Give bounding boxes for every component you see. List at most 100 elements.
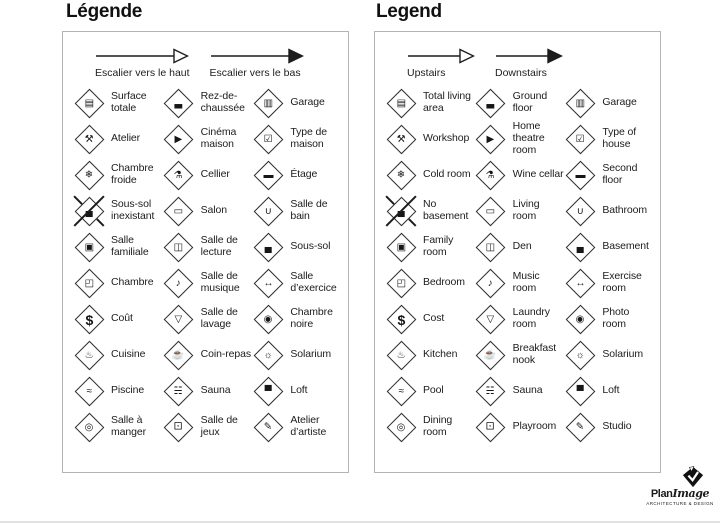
legend-item: ◎ Dining room — [385, 411, 475, 443]
laundry-room-icon: ▽ — [475, 303, 507, 335]
legend-item-label: Breakfast nook — [512, 342, 557, 366]
legend-item: ♪ Salle de musique — [163, 267, 253, 299]
legend-title-en: Legend — [376, 1, 442, 22]
second-floor-icon: ▬ — [252, 159, 284, 191]
bathroom-icon: ∪ — [252, 195, 284, 227]
solarium-icon: ☼ — [564, 339, 596, 371]
legend-item-label: Coût — [111, 312, 133, 325]
legend-item: ▤ Total living area — [385, 87, 475, 119]
legend-item: ≈ Piscine — [73, 375, 163, 407]
studio-icon: ✎ — [564, 411, 596, 443]
legend-item: ▤ Surface totale — [73, 87, 163, 119]
legend-item-label: Type de maison — [290, 126, 327, 150]
family-room-icon: ▣ — [385, 231, 417, 263]
legend-item: ▃ Rez-de-chaussée — [163, 87, 253, 119]
legend-item-label: Atelier d’artiste — [290, 414, 327, 438]
brand-plan: Plan — [650, 488, 673, 500]
legend-item-label: Kitchen — [423, 348, 458, 361]
legend-item-label: Sauna — [512, 384, 543, 397]
second-floor-icon: ▬ — [564, 159, 596, 191]
bedroom-icon: ◰ — [73, 267, 105, 299]
ground-floor-icon: ▃ — [163, 87, 195, 119]
legend-item-label: Coin-repas — [200, 348, 252, 361]
legend-item-label: Salle familiale — [111, 234, 149, 258]
legend-item-label: Surface totale — [111, 90, 147, 114]
legend-item: ▥ Garage — [564, 87, 654, 119]
type-of-house-icon: ☑ — [564, 123, 596, 155]
legend-item-label: Wine cellar — [512, 168, 564, 181]
legend-item-label: Garage — [290, 96, 325, 109]
legend-item: ▄ No basement — [385, 195, 475, 227]
legend-item: ☼ Solarium — [564, 339, 654, 371]
legend-item-label: Salle d’exercice — [290, 270, 337, 294]
legend-item-label: Living room — [512, 198, 540, 222]
music-room-icon: ♪ — [475, 267, 507, 299]
legend-item: ▀ Loft — [564, 375, 654, 407]
type-of-house-icon: ☑ — [252, 123, 284, 155]
legend-item-label: Solarium — [290, 348, 331, 361]
brand-image: Image — [672, 487, 710, 500]
photo-room-icon: ◉ — [252, 303, 284, 335]
legend-item: ≈ Pool — [385, 375, 475, 407]
arrow-label: Escalier vers le haut — [95, 67, 190, 79]
legend-item-label: Piscine — [111, 384, 145, 397]
upstairs-arrow: Upstairs — [407, 48, 475, 79]
solarium-icon: ☼ — [252, 339, 284, 371]
arrow-label: Downstairs — [495, 67, 547, 79]
legend-item: ✎ Atelier d’artiste — [252, 411, 342, 443]
legend-item: ◉ Chambre noire — [252, 303, 342, 335]
legend-item-label: Loft — [602, 384, 620, 397]
legend-item: ◎ Salle à manger — [73, 411, 163, 443]
cold-room-icon: ❄ — [385, 159, 417, 191]
arrow-label: Upstairs — [407, 67, 446, 79]
cost-icon: $ — [73, 303, 105, 335]
playroom-icon: ⚀ — [475, 411, 507, 443]
legend-item-label: Music room — [512, 270, 540, 294]
open-arrow-icon — [96, 48, 189, 64]
legend-item: ∪ Salle de bain — [252, 195, 342, 227]
photo-room-icon: ◉ — [564, 303, 596, 335]
legend-item-label: Atelier — [111, 132, 141, 145]
legend-item-label: Solarium — [602, 348, 643, 361]
legend-item: ♨ Kitchen — [385, 339, 475, 371]
legend-item: ☼ Solarium — [252, 339, 342, 371]
legend-item: ⚀ Salle de jeux — [163, 411, 253, 443]
legend-item: ☑ Type de maison — [252, 123, 342, 155]
legend-item-label: Cuisine — [111, 348, 146, 361]
legend-item-label: Étage — [290, 168, 318, 181]
legend-item: ▽ Laundry room — [475, 303, 565, 335]
legend-item: ◫ Salle de lecture — [163, 231, 253, 263]
legend-item-label: Cinéma maison — [200, 126, 237, 150]
legend-item: ☕ Breakfast nook — [475, 339, 565, 371]
legend-item: $ Cost — [385, 303, 475, 335]
legend-item-label: Salle de lavage — [200, 306, 238, 330]
legend-item-label: Studio — [602, 420, 632, 433]
legend-item: ☵ Sauna — [163, 375, 253, 407]
legend-item-label: Exercise room — [602, 270, 642, 294]
legend-item-label: Total living area — [423, 90, 471, 114]
legend-item-label: Salle à manger — [111, 414, 147, 438]
garage-icon: ▥ — [564, 87, 596, 119]
legend-item-label: Sous-sol — [290, 240, 331, 253]
legend-item: ♪ Music room — [475, 267, 565, 299]
legend-item-label: Second floor — [602, 162, 638, 186]
legend-item-label: No basement — [423, 198, 469, 222]
breakfast-nook-icon: ☕ — [163, 339, 195, 371]
exercise-room-icon: ↔ — [564, 267, 596, 299]
legend-item: ◉ Photo room — [564, 303, 654, 335]
legend-item: ▭ Salon — [163, 195, 253, 227]
workshop-icon: ⚒ — [73, 123, 105, 155]
planimage-logo-icon — [682, 466, 704, 488]
legend-item-label: Chambre — [111, 276, 154, 289]
legend-item-label: Chambre froide — [111, 162, 154, 186]
basement-icon: ▄ — [564, 231, 596, 263]
breakfast-nook-icon: ☕ — [475, 339, 507, 371]
exercise-room-icon: ↔ — [252, 267, 284, 299]
legend-item: ▄ Basement — [564, 231, 654, 263]
no-basement-icon: ▄ — [73, 195, 105, 227]
legend-item-label: Chambre noire — [290, 306, 333, 330]
legend-item-label: Ground floor — [512, 90, 548, 114]
legend-item-label: Loft — [290, 384, 308, 397]
music-room-icon: ♪ — [163, 267, 195, 299]
